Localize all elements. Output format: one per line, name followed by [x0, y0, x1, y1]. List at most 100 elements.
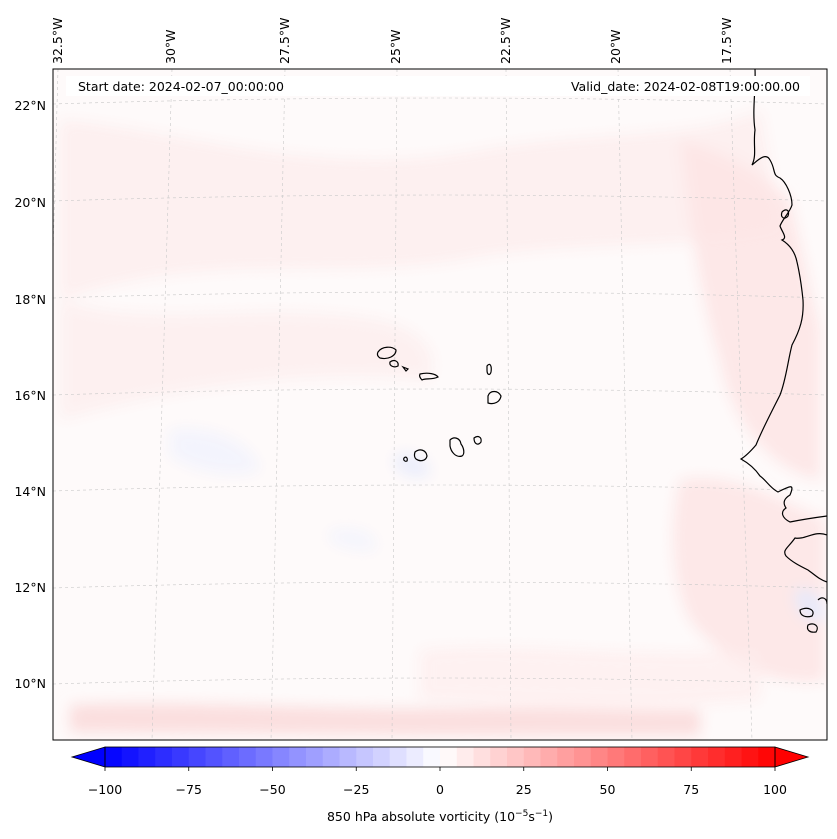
colorbar-cell [641, 747, 659, 767]
island-brava [403, 456, 408, 462]
colorbar-cell [339, 747, 357, 767]
colorbar-label-exp2: −1 [535, 809, 548, 819]
colorbar-tick-label: −75 [176, 782, 202, 797]
colorbar-label: 850 hPa absolute vorticity (10−5s−1) [327, 809, 553, 824]
colorbar-extend-high [774, 746, 810, 768]
gridline-lat-22n [53, 97, 827, 105]
latitude-tick-labels: 22°N 20°N 18°N 16°N 14°N 12°N 10°N [14, 98, 46, 691]
lon-tick-label: 20°W [608, 29, 623, 64]
colorbar-cell [523, 747, 542, 767]
colorbar-cell [758, 747, 776, 767]
colorbar-cell [306, 747, 324, 767]
colorbar-cell [741, 747, 759, 767]
island-sao-vicente [389, 360, 399, 368]
vorticity-contour-3 [680, 140, 820, 480]
colorbar-cell [322, 747, 341, 767]
colorbar-cell [105, 747, 123, 767]
coastline-dakar [780, 209, 790, 219]
lon-tick-label: 17.5°W [719, 18, 734, 64]
colorbar-cell [205, 747, 223, 767]
colorbar-cell [155, 747, 173, 767]
colorbar-cell [356, 747, 374, 767]
colorbar-cell [255, 747, 274, 767]
colorbar-label-exp1: −5 [515, 809, 528, 819]
gridline-lat-12n [53, 581, 827, 589]
colorbar-cell [389, 747, 408, 767]
colorbar-cell [373, 747, 391, 767]
colorbar-cell [222, 747, 240, 767]
vorticity-field [60, 110, 825, 736]
colorbar-extend-low [70, 746, 106, 768]
colorbar-cell [708, 747, 726, 767]
island-sal [486, 363, 492, 376]
island-santa-luzia [401, 365, 410, 372]
colorbar-cell [239, 747, 257, 767]
vorticity-contour-6 [420, 647, 760, 705]
start-date-label: Start date: 2024-02-07_00:00:00 [78, 79, 284, 94]
vorticity-contour-2 [60, 300, 433, 420]
gridline-lon-20w [617, 69, 633, 740]
colorbar-cell [456, 747, 475, 767]
gridline-lat-18n [53, 291, 827, 299]
lat-tick-label: 12°N [14, 580, 46, 595]
colorbar-cell [557, 747, 575, 767]
colorbar-label-end: ) [548, 809, 553, 824]
colorbar-cell [607, 747, 625, 767]
colorbar-cell [138, 747, 156, 767]
lon-tick-label: 32.5°W [50, 18, 65, 64]
colorbar-cell [674, 747, 692, 767]
colorbar-label-main: 850 hPa absolute vorticity (10 [327, 809, 515, 824]
colorbar-tick-label: 75 [683, 782, 699, 797]
island-boa-vista [487, 390, 502, 405]
island-santo-antao [376, 346, 397, 360]
colorbar-cell [440, 747, 458, 767]
colorbar-cell [188, 747, 207, 767]
island-fogo [413, 449, 428, 462]
lon-tick-label: 27.5°W [277, 18, 292, 64]
gridline-lon-17-5w [729, 69, 753, 740]
colorbar-cells [105, 747, 776, 767]
gridline-lon-27-5w [270, 69, 286, 740]
colorbar-tick-label: 25 [516, 782, 532, 797]
gridline-lat-16n [53, 388, 827, 396]
lat-tick-label: 14°N [14, 484, 46, 499]
vorticity-contour-5 [70, 703, 700, 736]
colorbar-cell [540, 747, 558, 767]
colorbar-tick-label: 0 [436, 782, 444, 797]
lat-tick-label: 22°N [14, 98, 46, 113]
valid-date-label: Valid_date: 2024-02-08T19:00:00.00 [571, 79, 800, 94]
longitude-tick-labels: 32.5°W 30°W 27.5°W 25°W 22.5°W 20°W 17.5°W [50, 18, 734, 64]
colorbar-cell [691, 747, 709, 767]
coastlines [376, 69, 827, 633]
colorbar-tick-label: −50 [259, 782, 285, 797]
colorbar-cell [121, 747, 140, 767]
colorbar-cell [657, 747, 676, 767]
vorticity-contour-9 [330, 528, 376, 551]
colorbar-cell [724, 747, 743, 767]
colorbar-cell [624, 747, 642, 767]
colorbar-cell [423, 747, 441, 767]
gridline-lon-30w [151, 69, 173, 740]
lon-tick-label: 22.5°W [498, 18, 513, 64]
colorbar-cell [406, 747, 424, 767]
colorbar-cell [473, 747, 491, 767]
colorbar-cell [172, 747, 190, 767]
coastline-west-africa [739, 69, 827, 523]
colorbar: −100 −75 −50 −25 0 25 50 75 100 850 hPa absolute… [70, 746, 810, 824]
coastline-bissau-1 [806, 623, 818, 633]
colorbar-tick-label: 50 [600, 782, 616, 797]
vorticity-contour-4 [673, 478, 825, 682]
map-panel: Start date: 2024-02-07_00:00:00 Valid_da… [52, 68, 828, 741]
lat-tick-label: 16°N [14, 388, 46, 403]
colorbar-cell [289, 747, 307, 767]
colorbar-ticks: −100 −75 −50 −25 0 25 50 75 100 [88, 767, 787, 797]
map-frame [52, 68, 828, 741]
vorticity-contour-7 [170, 429, 260, 475]
coastline-bijagos [799, 607, 814, 618]
vorticity-contour-10 [795, 588, 825, 622]
gridline-lon-22-5w [505, 69, 512, 740]
gridlines [53, 69, 827, 740]
lon-tick-label: 25°W [388, 29, 403, 64]
